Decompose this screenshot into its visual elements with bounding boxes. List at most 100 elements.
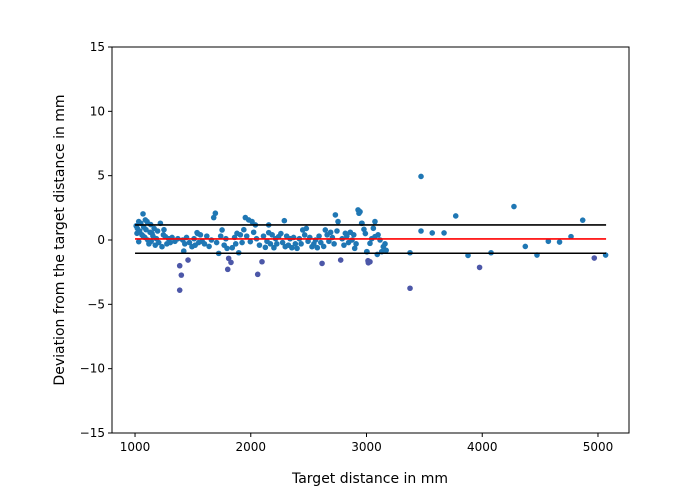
data-point [362, 230, 369, 237]
data-point [511, 203, 517, 210]
data-point [239, 239, 245, 246]
data-point [301, 232, 308, 238]
data-point [224, 266, 231, 273]
data-point [185, 257, 191, 263]
data-point [232, 241, 239, 247]
data-point [579, 217, 586, 223]
data-point [568, 233, 574, 240]
data-point [317, 239, 324, 246]
data-point [429, 230, 436, 236]
data-point [221, 242, 227, 248]
data-point [154, 228, 161, 234]
data-point [213, 239, 220, 246]
data-point [349, 237, 355, 243]
data-point [201, 241, 208, 247]
data-point [292, 241, 299, 247]
data-point [271, 244, 277, 251]
data-point [161, 226, 167, 233]
plot-marks [133, 173, 609, 293]
data-point [320, 243, 327, 250]
data-point [143, 226, 149, 233]
data-point [274, 241, 280, 247]
data-point [208, 237, 215, 243]
y-tick-label: 10 [90, 104, 105, 118]
data-point [259, 258, 265, 265]
data-point [148, 238, 155, 245]
data-point [194, 230, 201, 237]
y-tick-label: 15 [90, 40, 105, 54]
data-point [269, 232, 275, 238]
data-point [452, 213, 459, 219]
data-point [140, 233, 146, 239]
data-point [186, 239, 193, 246]
data-point [228, 259, 234, 266]
data-point [147, 229, 153, 236]
data-point [367, 258, 373, 265]
data-point [337, 257, 344, 263]
data-point [229, 244, 236, 251]
data-point [367, 240, 373, 247]
data-point [262, 244, 269, 251]
data-point [350, 232, 357, 238]
data-point [344, 233, 350, 239]
data-point [556, 239, 563, 245]
y-axis-label: Deviation from the target distance in mm [52, 94, 68, 385]
data-point [316, 233, 322, 239]
data-point [327, 229, 334, 236]
data-point [176, 287, 183, 293]
data-point [260, 233, 267, 239]
data-point [341, 242, 347, 248]
data-point [210, 214, 217, 221]
data-point [217, 233, 224, 239]
data-point [418, 228, 424, 234]
data-point [319, 260, 325, 267]
x-axis: 1000 2000 3000 4000 5000 [120, 433, 613, 454]
data-point [267, 241, 274, 247]
data-point [314, 244, 321, 251]
data-point [326, 238, 332, 245]
data-point [382, 241, 388, 247]
data-point [476, 264, 483, 271]
data-point [294, 245, 300, 252]
data-point [334, 228, 340, 234]
data-point [167, 239, 174, 246]
data-point [281, 217, 288, 224]
data-point [160, 232, 167, 238]
data-point [278, 230, 284, 237]
data-point [522, 243, 529, 250]
x-tick-label: 5000 [583, 440, 614, 454]
data-point [241, 226, 247, 233]
x-tick-label: 1000 [120, 440, 151, 454]
data-point [377, 237, 383, 243]
x-axis-label: Target distance in mm [291, 471, 448, 487]
y-tick-label: 5 [97, 169, 105, 183]
data-point [303, 225, 310, 232]
y-tick-label: −5 [87, 297, 105, 311]
data-point [237, 232, 244, 238]
x-tick-label: 3000 [351, 440, 382, 454]
data-point [375, 232, 381, 238]
data-point [247, 238, 254, 245]
data-point [357, 208, 363, 215]
data-point [159, 243, 165, 250]
data-point [383, 247, 389, 254]
x-tick-label: 4000 [467, 440, 498, 454]
data-point [135, 238, 142, 245]
data-point [181, 241, 188, 247]
data-point [361, 226, 367, 233]
data-point [243, 233, 250, 239]
data-point [372, 218, 378, 225]
y-tick-label: −15 [80, 426, 105, 440]
data-point [203, 233, 210, 239]
y-tick-label: −10 [80, 362, 105, 376]
y-axis: −15 −10 −5 0 5 10 15 [80, 40, 112, 440]
data-point [289, 244, 295, 251]
data-point [155, 239, 162, 246]
data-point [332, 212, 339, 218]
data-point [331, 241, 337, 247]
data-point [219, 227, 225, 233]
data-point [370, 225, 377, 232]
x-tick-label: 2000 [235, 440, 266, 454]
data-point [279, 239, 286, 246]
